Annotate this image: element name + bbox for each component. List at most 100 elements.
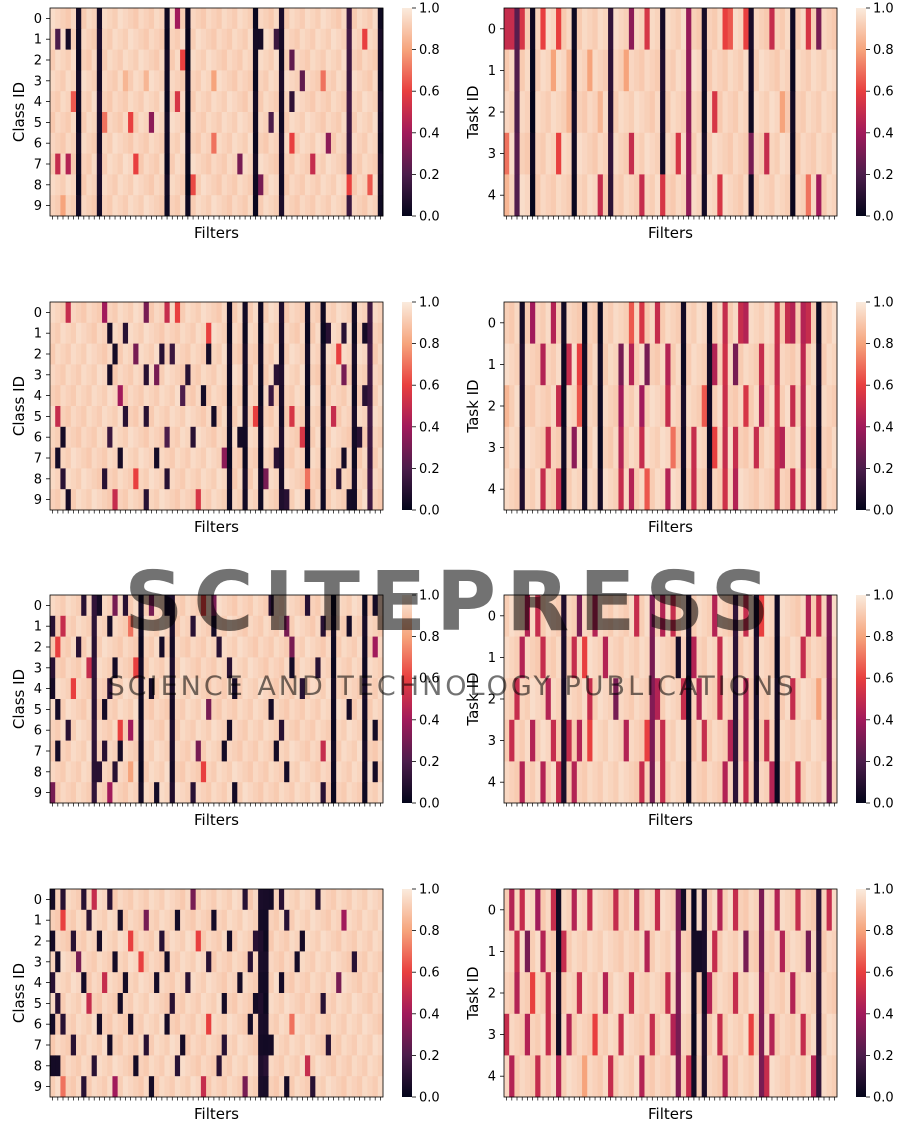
- heatmap-cell: [128, 1076, 134, 1098]
- heatmap-cell: [665, 302, 671, 344]
- heatmap-cell: [336, 447, 342, 469]
- heatmap-cell: [320, 1034, 327, 1056]
- heatmap-cell: [185, 1055, 191, 1077]
- heatmap-cell: [221, 28, 228, 50]
- heatmap-cell: [190, 343, 197, 365]
- heatmap-cell: [76, 595, 82, 617]
- heatmap-cell: [102, 993, 108, 1015]
- heatmap-cell: [174, 322, 181, 344]
- heatmap-cell: [341, 28, 347, 50]
- heatmap-cell: [816, 636, 822, 679]
- heatmap-cell: [112, 426, 119, 448]
- heatmap-cell: [514, 302, 521, 344]
- heatmap-cell: [769, 426, 775, 469]
- heatmap-cell: [696, 636, 703, 679]
- heatmap-cell: [810, 343, 817, 386]
- heatmap-cell: [55, 889, 61, 911]
- heatmap-cell: [341, 174, 347, 196]
- heatmap-cell: [377, 615, 384, 637]
- heatmap-cell: [117, 174, 124, 196]
- heatmap-cell: [226, 447, 233, 469]
- heatmap-cell: [738, 678, 744, 721]
- heatmap-cell: [336, 699, 342, 721]
- heatmap-cell: [180, 153, 186, 175]
- heatmap-cell: [722, 132, 729, 175]
- heatmap-cell: [268, 91, 275, 113]
- heatmap-cell: [748, 1055, 755, 1098]
- heatmap-cell: [96, 1076, 103, 1098]
- heatmap-cell: [263, 195, 269, 217]
- heatmap-cell: [258, 468, 264, 490]
- heatmap-cell: [800, 343, 807, 386]
- colorbar-gradient: [402, 8, 412, 216]
- heatmap-cell: [65, 636, 72, 658]
- heatmap-cell: [675, 972, 682, 1015]
- heatmap-cell: [367, 426, 373, 448]
- heatmap-cell: [748, 174, 755, 217]
- heatmap-cell: [576, 174, 583, 217]
- heatmap-cell: [247, 302, 254, 324]
- heatmap-cell: [91, 70, 98, 92]
- heatmap-cell: [289, 678, 295, 700]
- heatmap-cell: [634, 91, 640, 134]
- heatmap-cell: [226, 112, 233, 134]
- heatmap-cell: [362, 972, 368, 994]
- heatmap-cell: [96, 699, 103, 721]
- heatmap-cell: [242, 699, 249, 721]
- heatmap-cell: [65, 657, 72, 679]
- heatmap-cell: [107, 1034, 113, 1056]
- heatmap-cell: [143, 174, 150, 196]
- heatmap-cell: [341, 447, 347, 469]
- heatmap-cell: [133, 489, 139, 511]
- heatmap-cell: [623, 91, 630, 134]
- heatmap-cell: [691, 761, 697, 804]
- heatmap-cell: [330, 1034, 337, 1056]
- x-axis-label: Filters: [194, 518, 239, 536]
- heatmap-cell: [336, 972, 342, 994]
- heatmap-cell: [86, 385, 93, 407]
- heatmap-cell: [566, 302, 573, 344]
- heatmap-cell: [320, 719, 327, 741]
- heatmap-cell: [826, 343, 833, 386]
- heatmap-cell: [738, 174, 744, 217]
- heatmap-cell: [76, 657, 82, 679]
- heatmap-cell: [545, 761, 552, 804]
- heatmap-cell: [356, 153, 363, 175]
- heatmap-cell: [164, 70, 171, 92]
- heatmap-cell: [639, 343, 645, 386]
- heatmap-cell: [504, 343, 510, 386]
- heatmap-cell: [195, 426, 202, 448]
- heatmap-cell: [654, 889, 661, 931]
- heatmap-cell: [299, 740, 306, 762]
- heatmap-cell: [571, 385, 578, 428]
- heatmap-cell: [597, 678, 604, 721]
- heatmap-cell: [195, 740, 202, 762]
- heatmap-cell: [242, 1076, 249, 1098]
- heatmap-cell: [346, 1013, 353, 1035]
- heatmap-cell: [107, 322, 113, 344]
- heatmap-cell: [639, 49, 645, 92]
- heatmap-cell: [211, 909, 217, 931]
- heatmap-cell: [128, 49, 134, 71]
- heatmap-cell: [336, 112, 342, 134]
- heatmap-cell: [530, 678, 536, 721]
- heatmap-cell: [774, 49, 781, 92]
- heatmap-cell: [304, 782, 311, 804]
- heatmap-cell: [195, 364, 202, 386]
- heatmap-cell: [294, 468, 301, 490]
- heatmap-cell: [351, 364, 358, 386]
- heatmap-cell: [237, 132, 243, 154]
- heatmap-cell: [226, 28, 233, 50]
- heatmap-cell: [284, 761, 290, 783]
- heatmap-cell: [597, 1055, 604, 1098]
- colorbar-tick-label: 0.4: [873, 126, 894, 141]
- heatmap-cell: [258, 1034, 264, 1056]
- heatmap-cell: [686, 930, 692, 973]
- heatmap-cell: [247, 951, 254, 973]
- heatmap-cell: [362, 8, 368, 30]
- heatmap-cell: [602, 761, 609, 804]
- heatmap-cell: [200, 28, 207, 50]
- heatmap-cell: [634, 761, 640, 804]
- heatmap-cell: [810, 636, 817, 679]
- heatmap-cell: [341, 993, 347, 1015]
